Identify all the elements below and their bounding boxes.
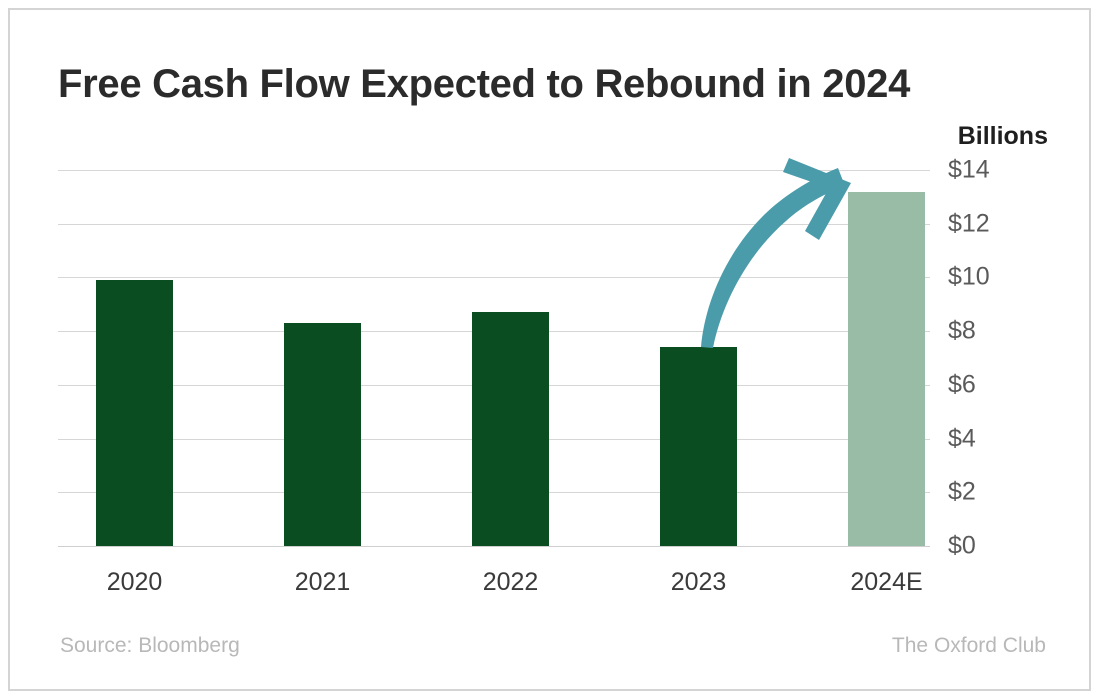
bar-2021: [284, 323, 361, 546]
footer-brand: The Oxford Club: [891, 634, 1046, 657]
footer-source: Source: Bloomberg: [60, 634, 240, 657]
gridline: [58, 170, 930, 171]
y-axis-tick-label: $8: [948, 316, 976, 345]
gridline: [58, 223, 930, 225]
y-axis-tick-label: $10: [948, 262, 990, 291]
x-axis-label-2022: 2022: [482, 568, 539, 596]
y-axis-tick-label: $4: [948, 424, 976, 453]
plot-area: $14 $12 $10 $8 $6 $4 $2 $0 2020 2021 2022 2023 2024…: [58, 156, 990, 596]
bar-2020: [96, 280, 173, 546]
y-axis-tick-label: $2: [948, 477, 976, 506]
gridline: [58, 277, 930, 279]
y-axis-tick-label: $12: [948, 209, 990, 238]
x-axis-label-2023: 2023: [670, 568, 727, 596]
page-title: Free Cash Flow Expected to Rebound in 20…: [58, 62, 911, 106]
y-axis-tick-label: $6: [948, 370, 976, 399]
gridline: [58, 546, 930, 547]
bar-2023: [660, 347, 737, 546]
x-axis-label-2020: 2020: [106, 568, 163, 596]
bar-2024e: [848, 191, 925, 546]
y-axis-units-label: Billions: [957, 122, 1048, 150]
y-axis-tick-label: $0: [948, 531, 976, 560]
y-axis-tick-label: $14: [948, 155, 990, 184]
bar-2022: [472, 312, 549, 546]
x-axis-label-2021: 2021: [294, 568, 351, 596]
x-axis-label-2024e: 2024E: [850, 568, 923, 596]
